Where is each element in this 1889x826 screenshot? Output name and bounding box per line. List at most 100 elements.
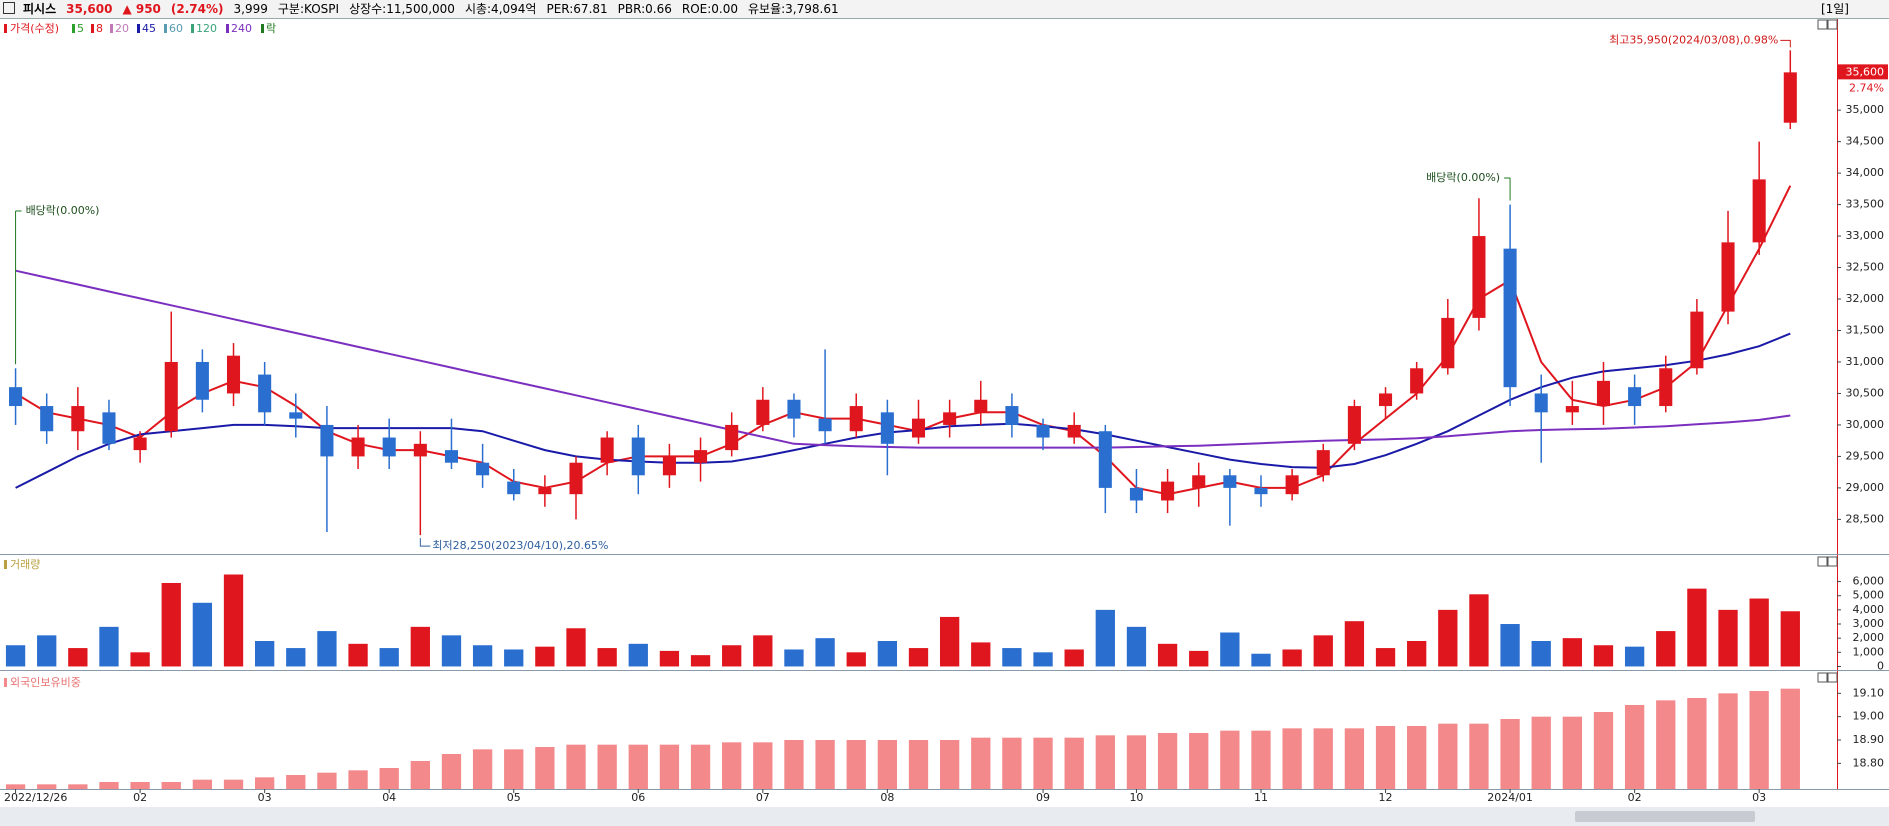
candle-body	[1441, 317, 1455, 369]
candle-body	[164, 361, 178, 432]
dividend-annotation: 배당락(0.00%)	[26, 204, 100, 217]
bar	[1531, 640, 1551, 667]
info-item: 상장수:11,500,000	[349, 2, 455, 16]
pane-button[interactable]	[1817, 672, 1828, 683]
bar	[1780, 611, 1800, 667]
candle-body	[1098, 431, 1112, 488]
bar	[535, 646, 555, 667]
scrollbar[interactable]	[0, 807, 1889, 826]
bar	[1313, 635, 1333, 667]
legend-entry: 5	[77, 22, 84, 35]
candle-body	[1565, 406, 1579, 413]
candle-body	[1659, 368, 1673, 407]
bar	[130, 652, 150, 667]
bar	[1749, 598, 1769, 667]
bar	[472, 749, 493, 789]
bar	[1313, 728, 1333, 789]
bar	[1002, 648, 1022, 667]
bar	[846, 652, 866, 667]
x-tick-label: 04	[382, 791, 396, 804]
bar	[410, 626, 430, 667]
bar	[192, 602, 213, 667]
scroll-thumb[interactable]	[1575, 811, 1755, 822]
x-tick-label: 2022/12/26	[4, 791, 67, 804]
bar	[1282, 728, 1302, 789]
bar	[1656, 700, 1676, 789]
candle-body	[849, 406, 863, 432]
candle-body	[320, 424, 334, 457]
bar	[441, 754, 462, 789]
bar	[722, 645, 742, 667]
bar	[317, 631, 337, 667]
candle-body	[911, 418, 926, 438]
bar	[566, 744, 586, 789]
bar	[1157, 733, 1178, 789]
y-tick-label: 19.00	[1853, 710, 1885, 723]
candle-body	[1472, 236, 1486, 318]
bar	[1282, 649, 1302, 667]
candle-body	[1752, 179, 1766, 243]
legend-swatch	[91, 24, 94, 33]
legend-entry: 60	[169, 22, 183, 35]
bar	[939, 616, 960, 667]
info-item: PER:67.81	[546, 2, 608, 16]
volume: 3,999	[233, 2, 268, 16]
candle-body	[631, 437, 645, 476]
bar	[472, 645, 493, 667]
candle-body	[1596, 380, 1611, 407]
candle-body	[1721, 242, 1735, 312]
bar	[659, 650, 680, 667]
high-annotation: 최고35,950(2024/03/08),0.98%	[1609, 33, 1778, 46]
bar	[566, 628, 586, 667]
y-tick-label: 30,500	[1846, 386, 1885, 399]
bar	[1375, 726, 1396, 789]
y-tick-label: 34,000	[1846, 166, 1885, 179]
period[interactable]: [1일]	[1820, 2, 1849, 16]
chart: 28,500 29,000 29,500 30,000 30,500 31,000 31,5…	[0, 19, 1889, 826]
x-tick-label: 05	[507, 791, 521, 804]
x-tick-label: 09	[1036, 791, 1050, 804]
bar	[1562, 716, 1582, 789]
pane-button[interactable]	[1827, 556, 1838, 567]
candle-body	[258, 374, 272, 413]
candle-body	[538, 487, 552, 495]
y-tick-label: 18.90	[1853, 733, 1885, 746]
bar	[597, 744, 617, 789]
candle-body	[133, 437, 147, 451]
pane-title-swatch	[4, 678, 7, 687]
bar	[690, 744, 711, 789]
candle-body	[1254, 487, 1268, 495]
y-tick-label: 4,000	[1853, 603, 1885, 616]
y-tick-label: 33,000	[1846, 229, 1885, 242]
bar	[504, 749, 524, 789]
change: ▲ 950	[122, 2, 161, 16]
bar	[1002, 737, 1022, 789]
candle-body	[787, 399, 801, 419]
x-tick-label: 12	[1379, 791, 1393, 804]
bar	[1718, 609, 1738, 667]
x-tick-label: 07	[756, 791, 770, 804]
pane-button[interactable]	[1827, 19, 1838, 30]
bar	[784, 649, 804, 667]
bar	[348, 643, 368, 667]
pane-button[interactable]	[1817, 556, 1828, 567]
bar	[223, 574, 244, 667]
y-tick-label: 32,000	[1846, 292, 1885, 305]
info-item: 구분:KOSPI	[277, 2, 340, 16]
x-tick-label: 08	[880, 791, 894, 804]
legend-entry: 락	[266, 22, 276, 35]
y-tick-label: 32,500	[1846, 261, 1885, 274]
y-tick-label: 19.10	[1853, 686, 1885, 699]
pane-button[interactable]	[1817, 19, 1828, 30]
bar	[971, 737, 991, 789]
price-tag	[1838, 64, 1888, 80]
bar	[99, 626, 119, 667]
pane-button[interactable]	[1827, 672, 1838, 683]
bar	[1064, 649, 1084, 667]
x-tick-label: 02	[133, 791, 147, 804]
x-tick-label: 03	[1752, 791, 1766, 804]
bar	[68, 648, 88, 667]
checkbox[interactable]	[3, 2, 15, 14]
change-tag-label: 2.74%	[1849, 81, 1884, 94]
y-tick-label: 1,000	[1853, 645, 1885, 658]
